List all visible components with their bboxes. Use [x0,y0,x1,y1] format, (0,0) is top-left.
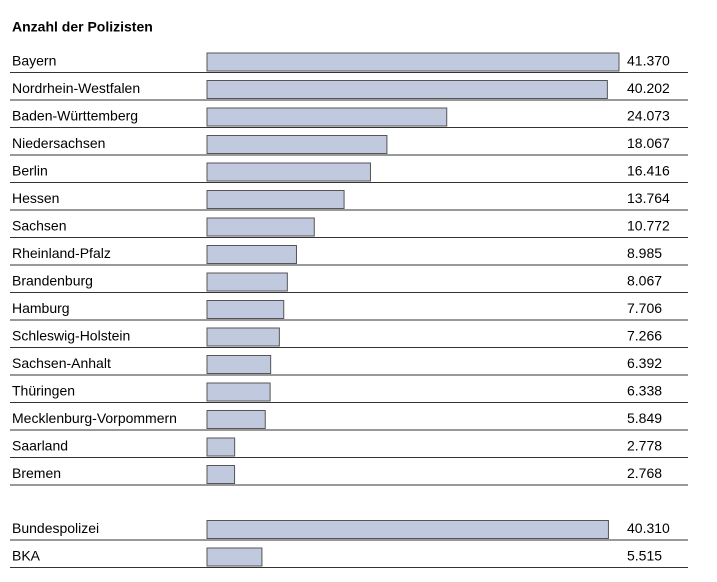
value-label: 18.067 [627,135,670,151]
category-label: Rheinland-Pfalz [12,245,111,261]
value-label: 5.849 [627,410,662,426]
bar [206,520,609,539]
bar [206,547,263,567]
category-label: Bayern [12,53,56,69]
chart-title: Anzahl der Polizisten [12,19,153,35]
value-label: 40.202 [627,80,670,96]
category-label: Schleswig-Holstein [12,328,130,344]
bar [206,135,388,154]
value-label: 7.266 [627,328,662,344]
value-label: 13.764 [627,190,670,206]
category-label: Berlin [12,163,48,179]
bar [206,52,620,72]
bar [206,190,345,209]
value-label: 2.778 [627,438,662,454]
category-label: BKA [12,548,41,564]
bar [206,327,280,347]
bar [206,107,448,127]
bar [206,245,297,264]
category-label: Baden-Württemberg [12,108,138,124]
category-label: Brandenburg [12,273,93,289]
value-label: 16.416 [627,163,670,179]
category-label: Niedersachsen [12,135,105,151]
value-label: 24.073 [627,108,670,124]
bar [206,355,272,374]
value-label: 5.515 [627,548,662,564]
category-label: Bundespolizei [12,520,99,536]
bar [206,300,285,319]
category-label: Saarland [12,438,68,454]
bar [206,410,266,429]
category-label: Mecklenburg-Vorpommern [12,410,177,426]
value-label: 10.772 [627,218,670,234]
value-label: 40.310 [627,520,670,536]
bar [206,162,371,182]
value-label: 6.338 [627,383,662,399]
bar [206,382,271,402]
value-label: 2.768 [627,465,662,481]
bar [206,465,236,484]
category-label: Sachsen [12,218,66,234]
category-label: Nordrhein-Westfalen [12,80,140,96]
value-label: 6.392 [627,355,662,371]
category-label: Bremen [12,465,61,481]
value-label: 8.985 [627,245,662,261]
category-label: Thüringen [12,383,75,399]
value-label: 7.706 [627,300,662,316]
category-label: Hessen [12,190,59,206]
value-label: 8.067 [627,273,662,289]
bar [206,437,236,457]
category-label: Sachsen-Anhalt [12,355,111,371]
category-label: Hamburg [12,300,70,316]
bar [206,272,288,292]
value-label: 41.370 [627,53,670,69]
bar [206,80,608,99]
bar [206,217,315,237]
